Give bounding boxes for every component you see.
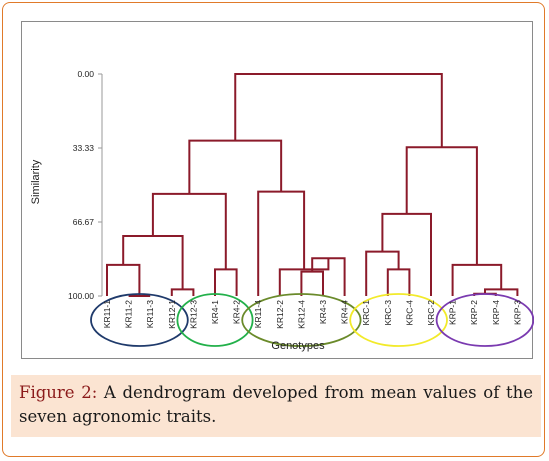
leaf-label: KR4-1	[210, 300, 220, 324]
caption-label: Figure 2:	[19, 383, 98, 402]
dendrogram-link	[122, 235, 184, 290]
dendrogram-link	[405, 146, 478, 265]
y-tick-label: 33.33	[73, 143, 95, 153]
dendrogram-link	[106, 263, 141, 296]
group-ellipse	[90, 293, 189, 347]
leaf-label: KRC-4	[404, 300, 414, 326]
dendrogram-link	[300, 270, 324, 296]
figure-frame: 0.00 33.33 66.67 100.00 KR11-1 KR11-2 KR11-3 K…	[2, 2, 545, 457]
leaf-label: KR4-2	[232, 300, 242, 324]
dendrogram-link	[188, 139, 283, 194]
caption-text: A dendrogram developed from mean values …	[19, 383, 533, 426]
dendrogram-link	[214, 268, 238, 296]
leaf-label: KRP-3	[512, 300, 522, 325]
leaf-label: KR12-2	[275, 300, 285, 329]
figure-caption: Figure 2: A dendrogram developed from me…	[11, 375, 541, 437]
group-ellipse	[435, 293, 534, 347]
dendrogram-link	[381, 212, 432, 296]
x-axis-label: Genotypes	[271, 340, 325, 352]
dendrogram-link	[151, 192, 227, 270]
leaf-label: KR4-3	[318, 300, 328, 324]
dendrogram-link	[234, 73, 443, 148]
group-ellipse	[176, 293, 254, 347]
leaf-label: KR12-3	[188, 300, 198, 329]
dendrogram-link	[386, 268, 411, 296]
leaf-label: KR11-3	[145, 300, 155, 328]
leaf-label: KR11-1	[102, 300, 112, 328]
dendrogram-link	[451, 263, 503, 296]
group-ellipse	[349, 293, 448, 347]
leaf-label: KRC-2	[426, 300, 436, 326]
leaf-label: KRP-1	[448, 300, 458, 325]
leaf-label: KRC-3	[383, 300, 393, 326]
group-ellipse	[241, 293, 362, 347]
y-tick-label: 0.00	[77, 69, 94, 79]
chart-panel: 0.00 33.33 66.67 100.00 KR11-1 KR11-2 KR11-3 K…	[21, 21, 534, 359]
leaf-label: KR11-4	[253, 300, 263, 328]
dendrogram-chart: 0.00 33.33 66.67 100.00 KR11-1 KR11-2 KR11-3 K…	[30, 69, 534, 352]
dendrogram-link	[365, 250, 400, 296]
dendrogram-link	[170, 288, 195, 296]
leaf-label: KR11-2	[124, 300, 134, 328]
leaf-label: KRP-2	[469, 300, 479, 325]
leaf-label: KR4-4	[340, 300, 350, 324]
y-tick-label: 66.67	[73, 217, 95, 227]
dendrogram-link	[257, 190, 306, 296]
y-tick-label: 100.00	[68, 291, 94, 301]
leaf-label: KRC-1	[361, 300, 371, 326]
leaf-label: KRP-4	[491, 300, 501, 325]
leaf-label: KR12-4	[296, 300, 306, 329]
leaf-label: KR12-1	[167, 300, 177, 329]
y-axis-label: Similarity	[30, 159, 42, 204]
